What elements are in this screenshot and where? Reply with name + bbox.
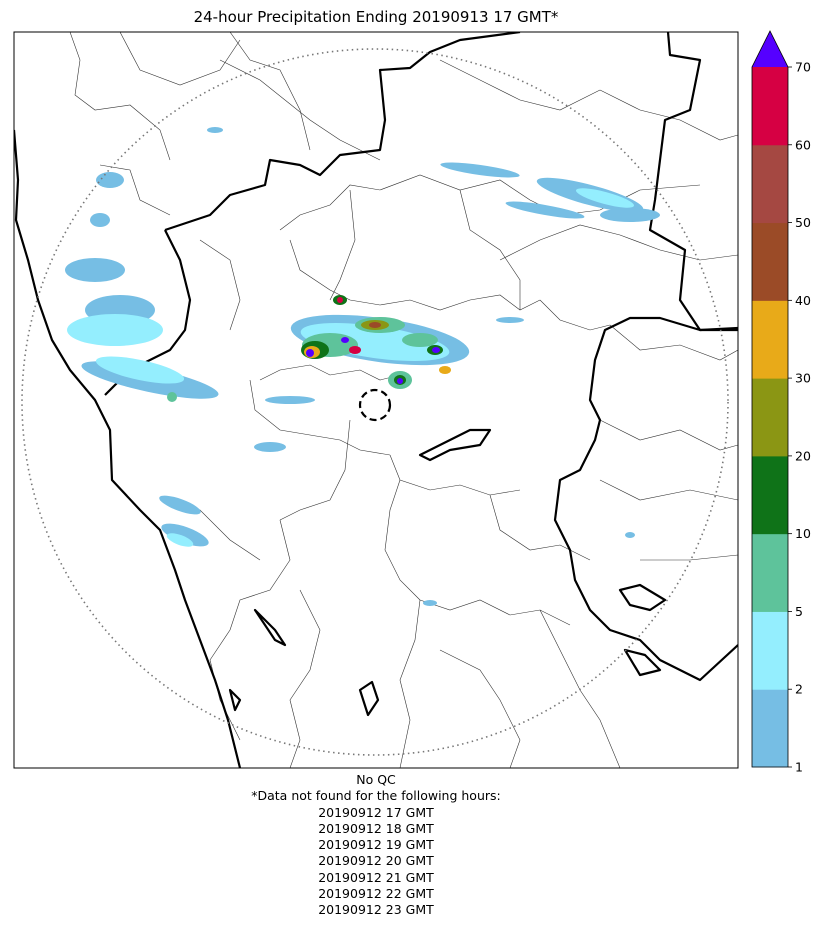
colorbar-bin (752, 378, 788, 457)
precipitation-cells (65, 127, 660, 606)
colorbar-bin (752, 455, 788, 535)
colorbar-bin (752, 611, 788, 690)
state-boundaries (14, 32, 738, 768)
radar-site-marker (358, 388, 392, 422)
colorbar-bin (752, 533, 788, 612)
map-caption: No QC *Data not found for the following … (14, 772, 738, 919)
colorbar-tick-label: 2 (795, 682, 803, 697)
colorbar-tick-label: 50 (795, 215, 811, 230)
missing-hour-item: 20190912 18 GMT (318, 820, 434, 836)
missing-hour-item: 20190912 17 GMT (318, 804, 434, 820)
colorbar-tick-label: 30 (795, 371, 811, 386)
map-title: 24-hour Precipitation Ending 20190913 17… (193, 8, 559, 26)
map-frame (13, 31, 739, 769)
colorbar-ticks: 1 2 5 10 20 30 40 50 60 70 (788, 60, 811, 775)
colorbar-tick-label: 20 (795, 448, 811, 463)
colorbar-tick-label: 70 (795, 60, 811, 75)
colorbar-outline (751, 30, 789, 768)
radar-range-ring (21, 48, 729, 756)
colorbar-tick-label: 60 (795, 137, 811, 152)
colorbar-bin (752, 222, 788, 301)
colorbar-tick-label: 10 (795, 526, 811, 541)
colorbar-tick-label: 40 (795, 293, 811, 308)
qc-note: No QC (356, 772, 396, 787)
colorbar-bin (752, 67, 788, 146)
missing-hours-list: 20190912 17 GMT 20190912 18 GMT 20190912 1… (14, 805, 738, 919)
colorbar-extension-arrow (752, 31, 788, 67)
colorbar-bins (751, 30, 789, 768)
missing-hour-item: 20190912 21 GMT (318, 869, 434, 885)
colorbar-tick-label: 1 (795, 760, 803, 775)
missing-hour-item: 20190912 20 GMT (318, 853, 434, 869)
missing-hour-item: 20190912 19 GMT (318, 837, 434, 853)
missing-data-header: *Data not found for the following hours: (251, 788, 501, 804)
colorbar-bin (752, 300, 788, 379)
missing-hour-item: 20190912 23 GMT (318, 902, 434, 918)
colorbar-tick-label: 5 (795, 604, 803, 619)
colorbar-bin (752, 144, 788, 224)
colorbar-bin (752, 689, 788, 768)
missing-hour-item: 20190912 22 GMT (318, 886, 434, 902)
district-boundaries (69, 32, 738, 768)
